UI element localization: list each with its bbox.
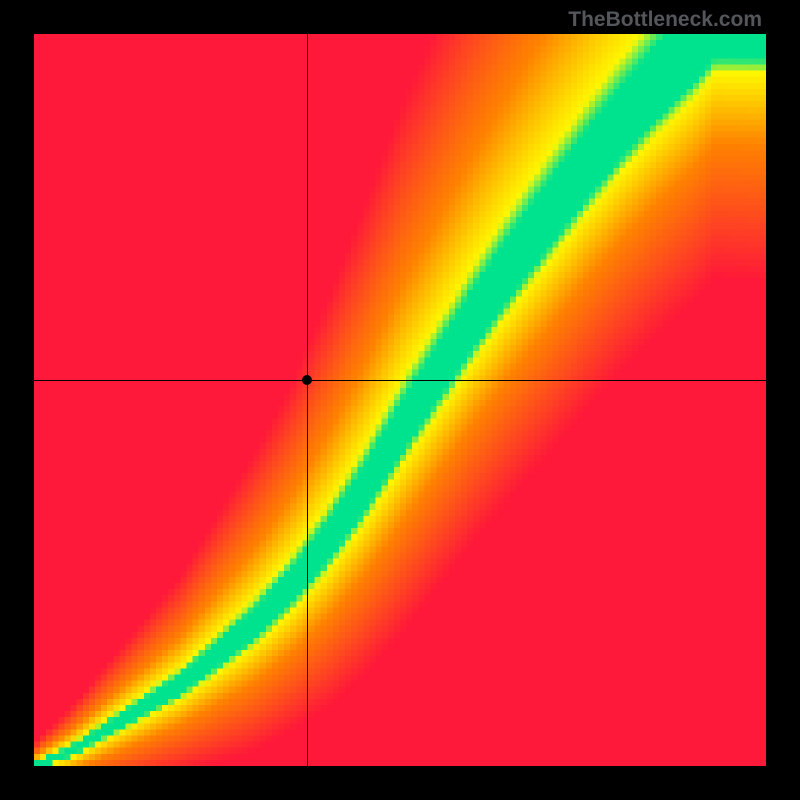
crosshair-vertical: [307, 34, 308, 766]
plot-area: [34, 34, 766, 766]
marker-dot: [302, 375, 312, 385]
crosshair-horizontal: [34, 380, 766, 381]
watermark-text: TheBottleneck.com: [568, 8, 762, 32]
heatmap: [34, 34, 766, 766]
chart-frame: TheBottleneck.com: [0, 0, 800, 800]
